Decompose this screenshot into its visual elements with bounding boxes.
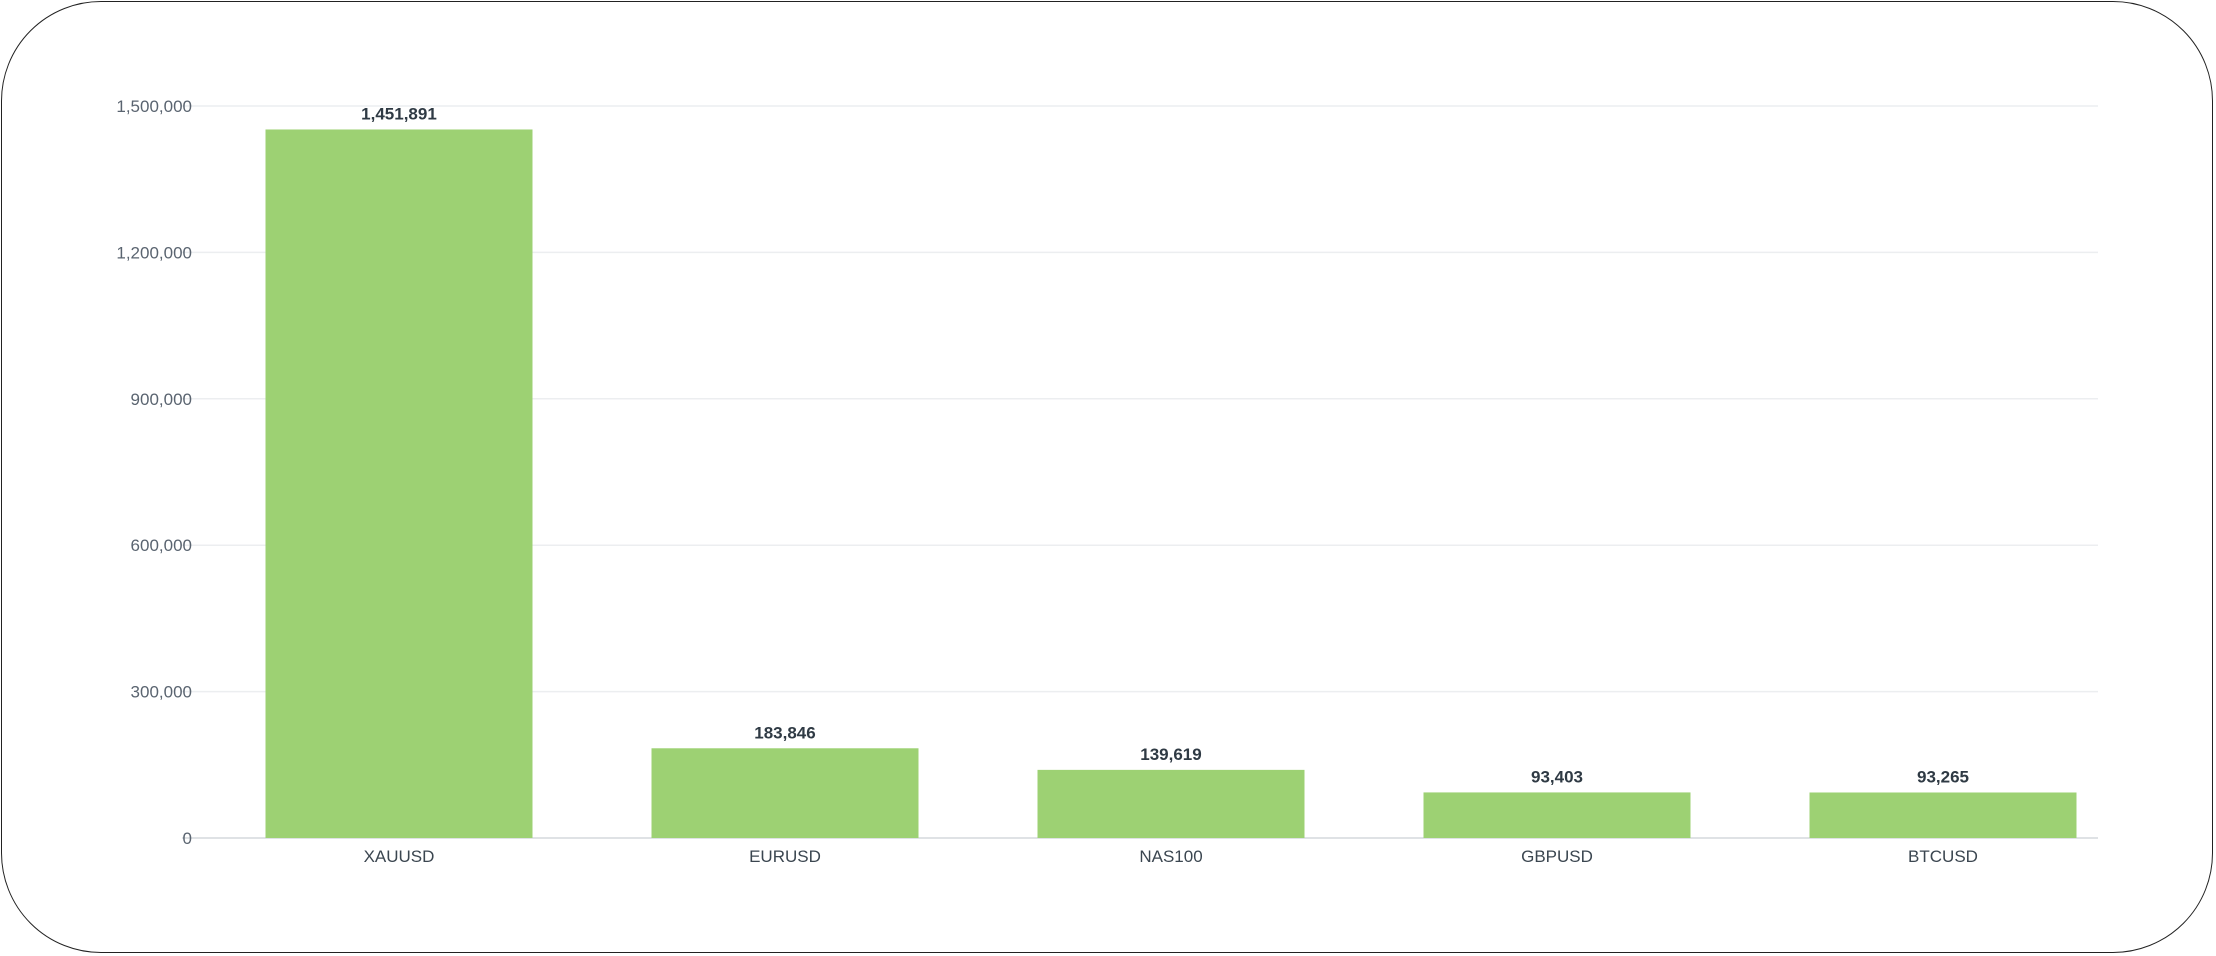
x-tick-label: NAS100 xyxy=(1139,847,1202,866)
data-label: 139,619 xyxy=(1140,745,1201,764)
data-label: 93,403 xyxy=(1531,767,1583,786)
bar-xauusd xyxy=(265,129,533,839)
x-tick-label: GBPUSD xyxy=(1521,847,1593,866)
bar-btcusd xyxy=(1809,792,2077,838)
y-tick-label: 600,000 xyxy=(131,536,192,555)
data-label: 183,846 xyxy=(754,723,815,742)
y-tick-label: 900,000 xyxy=(131,390,192,409)
x-tick-label: EURUSD xyxy=(749,847,821,866)
x-tick-label: XAUUSD xyxy=(364,847,435,866)
y-tick-label: 1,500,000 xyxy=(116,97,192,116)
y-tick-label: 0 xyxy=(183,829,192,848)
y-tick-label: 1,200,000 xyxy=(116,243,192,262)
bar-gbpusd xyxy=(1423,792,1691,838)
bar-nas100 xyxy=(1037,769,1305,838)
y-tick-label: 300,000 xyxy=(131,683,192,702)
bar-eurusd xyxy=(651,748,919,838)
data-label: 93,265 xyxy=(1917,767,1969,786)
x-tick-label: BTCUSD xyxy=(1908,847,1978,866)
data-label: 1,451,891 xyxy=(361,104,437,123)
